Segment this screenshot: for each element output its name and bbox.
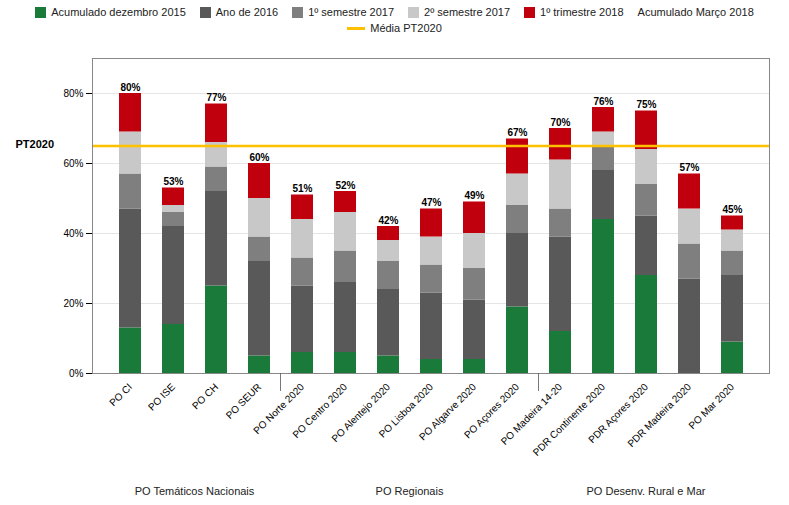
html-text:Ano de 2016: Ano de 2016: [215, 6, 279, 18]
svg-text:57%: 57%: [679, 162, 699, 173]
html-text:2º semestre 2017: 2º semestre 2017: [424, 6, 511, 18]
svg-text:PO Alentejo 2020: PO Alentejo 2020: [329, 381, 393, 444]
svg-text:PDR Madeira 2020: PDR Madeira 2020: [625, 381, 693, 449]
svg-text:PO Desenv. Rural e Mar: PO Desenv. Rural e Mar: [586, 485, 705, 497]
svg-text:PO Norte 2020: PO Norte 2020: [251, 381, 307, 437]
svg-text:49%: 49%: [464, 190, 484, 201]
svg-text:60%: 60%: [63, 158, 83, 169]
svg-text:47%: 47%: [421, 197, 441, 208]
svg-text:PO CH: PO CH: [190, 381, 220, 411]
svg-text:PO Mar 2020: PO Mar 2020: [686, 381, 736, 431]
html-text:Média PT2020: Média PT2020: [370, 22, 442, 34]
svg-text:PO Lisboa 2020: PO Lisboa 2020: [376, 381, 436, 440]
svg-text:70%: 70%: [550, 117, 570, 128]
svg-text:77%: 77%: [206, 92, 226, 103]
svg-text:PO Madeira 14-20: PO Madeira 14-20: [498, 381, 565, 447]
svg-text:PO Algarve 2020: PO Algarve 2020: [416, 381, 479, 443]
svg-text:PT2020: PT2020: [15, 138, 54, 150]
svg-text:PO SEUR: PO SEUR: [224, 381, 264, 421]
svg-text:0%: 0%: [69, 368, 84, 379]
svg-text:76%: 76%: [593, 96, 613, 107]
svg-text:80%: 80%: [63, 88, 83, 99]
svg-text:PO Açores 2020: PO Açores 2020: [461, 381, 522, 441]
svg-text:PO ISE: PO ISE: [146, 381, 178, 413]
svg-text:PDR Açores 2020: PDR Açores 2020: [586, 381, 651, 446]
svg-text:45%: 45%: [722, 204, 742, 215]
svg-text:53%: 53%: [163, 176, 183, 187]
svg-text:PDR Continente 2020: PDR Continente 2020: [531, 381, 608, 458]
svg-text:51%: 51%: [292, 183, 312, 194]
svg-text:20%: 20%: [63, 298, 83, 309]
svg-text:PO Temáticos Nacionais: PO Temáticos Nacionais: [135, 485, 255, 497]
svg-text:67%: 67%: [507, 127, 527, 138]
svg-text:42%: 42%: [378, 215, 398, 226]
svg-text:PO Regionais: PO Regionais: [376, 485, 444, 497]
html-text:Acumulado dezembro 2015: Acumulado dezembro 2015: [51, 6, 186, 18]
html-text:1º semestre 2017: 1º semestre 2017: [308, 6, 395, 18]
html-text:1º trimestre 2018: 1º trimestre 2018: [540, 6, 624, 18]
svg-text:75%: 75%: [636, 99, 656, 110]
html-text:Acumulado Março 2018: Acumulado Março 2018: [637, 6, 754, 18]
svg-text:60%: 60%: [249, 152, 269, 163]
svg-text:PO Centro 2020: PO Centro 2020: [290, 381, 350, 441]
svg-text:80%: 80%: [120, 82, 140, 93]
svg-text:PO CI: PO CI: [107, 381, 134, 408]
svg-text:52%: 52%: [335, 180, 355, 191]
svg-text:40%: 40%: [63, 228, 83, 239]
